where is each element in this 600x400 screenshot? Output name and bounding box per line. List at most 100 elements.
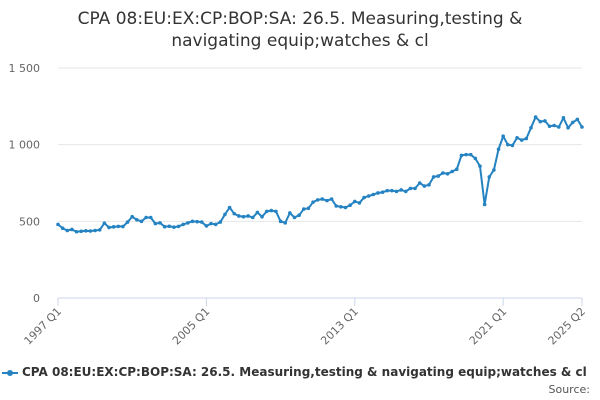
data-point: [519, 138, 524, 142]
data-point: [213, 222, 218, 227]
data-point: [417, 181, 422, 185]
data-point: [288, 211, 292, 215]
y-tick-label: 1 500: [9, 62, 41, 75]
chart-title-line-1: CPA 08:EU:EX:CP:BOP:SA: 26.5. Measuring,…: [77, 9, 523, 29]
data-point: [552, 123, 556, 128]
data-point: [218, 220, 223, 224]
data-point: [445, 172, 450, 176]
data-point: [93, 228, 97, 233]
data-point: [529, 126, 533, 130]
data-point: [172, 225, 176, 229]
legend[interactable]: CPA 08:EU:EX:CP:BOP:SA: 26.5. Measuring,…: [0, 365, 600, 383]
data-point: [399, 188, 403, 192]
data-point: [237, 214, 241, 218]
data-point: [538, 119, 543, 124]
data-point: [297, 213, 301, 217]
x-tick-label: 2021 Q1: [467, 305, 510, 348]
data-point: [408, 186, 413, 191]
legend-series-marker: [2, 367, 18, 379]
data-point: [450, 169, 454, 174]
series-line: [57, 116, 583, 233]
data-point: [102, 221, 107, 225]
data-point: [543, 119, 547, 123]
data-point: [501, 134, 505, 139]
data-point: [223, 212, 227, 217]
data-point: [478, 164, 482, 168]
x-tick-label: 2025 Q2: [546, 305, 589, 348]
x-tick-label: 2013 Q1: [318, 305, 361, 348]
data-point: [204, 224, 209, 228]
data-point: [130, 214, 134, 219]
legend-series-label: CPA 08:EU:EX:CP:BOP:SA: 26.5. Measuring,…: [22, 365, 587, 379]
data-point: [371, 192, 376, 197]
data-point: [376, 191, 380, 195]
data-point: [292, 215, 297, 220]
data-point: [88, 229, 93, 233]
data-point: [65, 228, 70, 233]
data-point: [459, 153, 464, 158]
data-point: [311, 200, 315, 204]
data-point: [575, 117, 580, 122]
data-point: [339, 204, 343, 209]
data-point: [487, 175, 492, 179]
data-point: [357, 201, 362, 205]
data-point: [70, 227, 74, 232]
data-point: [515, 135, 519, 140]
data-point: [199, 220, 204, 224]
data-point: [283, 221, 288, 225]
source-credit: Source:: [548, 383, 591, 396]
data-point: [422, 184, 427, 188]
data-point: [186, 221, 190, 225]
data-point: [135, 218, 139, 222]
data-point: [441, 171, 445, 175]
data-point: [482, 202, 487, 207]
data-point: [492, 168, 496, 172]
data-point: [246, 214, 250, 218]
data-point: [162, 224, 167, 229]
data-point: [427, 183, 431, 187]
data-point: [227, 205, 232, 210]
data-point: [394, 189, 399, 194]
data-point: [329, 197, 334, 201]
data-point: [97, 228, 102, 232]
data-point: [269, 208, 274, 213]
data-point: [320, 197, 325, 201]
data-point: [334, 204, 339, 208]
data-point: [274, 209, 278, 214]
data-point: [506, 142, 510, 147]
data-point: [190, 219, 195, 224]
data-point: [431, 175, 436, 179]
data-point: [84, 229, 88, 233]
data-point: [524, 136, 529, 141]
data-point: [241, 214, 246, 219]
data-point: [473, 156, 478, 161]
y-tick-label: 1 000: [9, 139, 41, 152]
data-point: [107, 225, 111, 230]
chart-title-line-2: navigating equip;watches & cl: [171, 31, 429, 51]
data-point: [366, 194, 371, 198]
data-point: [139, 219, 144, 224]
data-point: [209, 221, 213, 226]
data-point: [255, 210, 260, 215]
data-point: [325, 198, 329, 203]
data-point: [116, 224, 121, 229]
data-point: [454, 167, 459, 171]
data-point: [264, 209, 269, 214]
data-point: [121, 224, 125, 229]
data-point: [56, 222, 60, 227]
data-point: [176, 224, 181, 229]
data-point: [510, 143, 515, 148]
data-point: [380, 190, 385, 194]
data-point: [468, 152, 473, 157]
data-point: [111, 225, 116, 229]
data-point: [566, 126, 570, 130]
data-point: [561, 116, 566, 120]
data-point: [570, 120, 575, 125]
data-point: [301, 207, 306, 211]
chart-title: CPA 08:EU:EX:CP:BOP:SA: 26.5. Measuring,…: [40, 8, 560, 52]
y-tick-label: 500: [19, 215, 40, 228]
data-point: [390, 188, 394, 193]
data-point: [385, 188, 390, 193]
data-point: [348, 203, 352, 208]
data-point: [167, 224, 172, 229]
